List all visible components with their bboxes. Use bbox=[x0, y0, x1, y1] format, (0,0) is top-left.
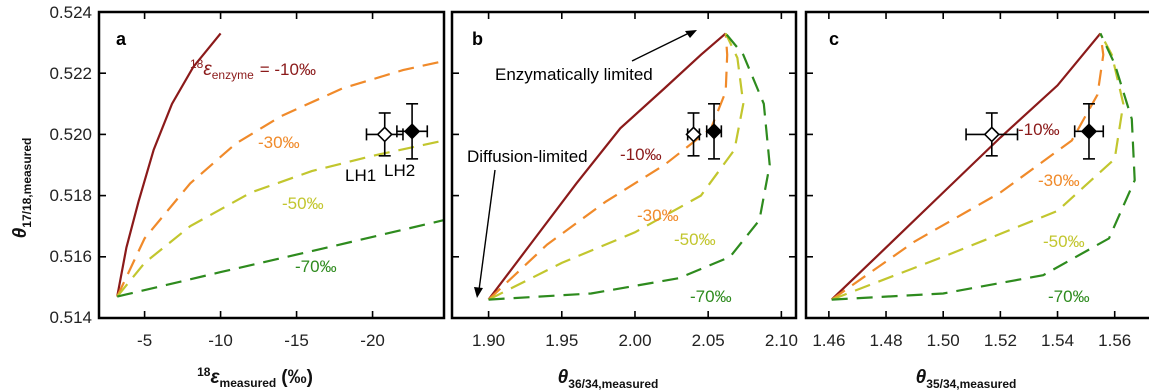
filled-diamond-marker bbox=[1080, 123, 1098, 140]
curve-label-10: -10‰ bbox=[620, 145, 662, 164]
curve-label-50: -50‰ bbox=[674, 230, 716, 249]
enzyme-curve-label: 18εenzyme = -10‰ bbox=[190, 57, 316, 82]
data-point-lh1 bbox=[965, 112, 1019, 157]
curve-label-50: -50‰ bbox=[1043, 232, 1085, 251]
curve-label-30: -30‰ bbox=[258, 133, 300, 152]
filled-diamond-marker bbox=[403, 123, 421, 140]
x-title-subscript: measured bbox=[220, 376, 277, 390]
panel-b-x-tick-labels: 1.90 1.95 2.00 2.05 2.10 bbox=[472, 331, 798, 350]
point-label-lh2: LH2 bbox=[384, 161, 415, 180]
x-tick-label: -10 bbox=[208, 331, 233, 350]
series-line bbox=[116, 59, 445, 298]
series-line bbox=[488, 32, 771, 301]
y-axis-title: θ17/18,measured bbox=[10, 138, 34, 239]
panel-c-x-tick-labels: 1.46 1.48 1.50 1.52 1.54 1.56 bbox=[812, 331, 1131, 350]
series-line bbox=[487, 32, 727, 301]
panel-c-plot-layer bbox=[806, 11, 1136, 319]
x-tick-label: 1.52 bbox=[984, 331, 1017, 350]
y-tick-label: 0.522 bbox=[49, 64, 92, 83]
x-tick-label: 1.90 bbox=[472, 331, 505, 350]
diffusion-arrowhead bbox=[474, 287, 483, 298]
panel-a-letter: a bbox=[116, 29, 127, 49]
diffusion-arrow bbox=[478, 169, 496, 291]
panel-c-x-axis-title: θ35/34,measured bbox=[916, 367, 1017, 391]
x-tick-label: -20 bbox=[360, 331, 385, 350]
x-title-subscript: 35/34,measured bbox=[926, 377, 1016, 391]
point-label-lh1: LH1 bbox=[345, 166, 376, 185]
x-tick-label: -5 bbox=[137, 331, 152, 350]
y-tick-label: 0.514 bbox=[49, 308, 92, 327]
panel-b-frame bbox=[450, 10, 798, 320]
curve-label-30: -30‰ bbox=[637, 206, 679, 225]
series-line bbox=[831, 32, 1125, 301]
data-point-lh2 bbox=[1073, 103, 1105, 160]
panel-b: b 1.90 1.95 2.00 2.05 2.10 θ36/34,measur… bbox=[450, 10, 798, 391]
y-tick-label: 0.516 bbox=[49, 247, 92, 266]
enzyme-superscript: 18 bbox=[190, 57, 204, 71]
y-tick-label: 0.520 bbox=[49, 125, 92, 144]
x-title-superscript: 18 bbox=[197, 365, 211, 379]
panel-b-letter: b bbox=[472, 29, 483, 49]
x-tick-label: 1.46 bbox=[812, 331, 845, 350]
series-line bbox=[487, 33, 729, 301]
x-title-symbol: θ bbox=[916, 367, 927, 388]
series-line bbox=[116, 32, 222, 297]
curve-label-30: -30‰ bbox=[1038, 171, 1080, 190]
open-diamond-marker bbox=[983, 126, 1000, 143]
y-tick-label: 0.524 bbox=[49, 3, 92, 22]
y-tick-labels: 0.524 0.522 0.520 0.518 0.516 0.514 bbox=[49, 3, 92, 327]
x-tick-label: 1.95 bbox=[545, 331, 578, 350]
x-tick-label: 1.56 bbox=[1098, 331, 1131, 350]
panel-a-x-tick-labels: -5 -10 -15 -20 bbox=[137, 331, 385, 350]
series-line bbox=[830, 32, 1102, 301]
series-line bbox=[488, 32, 745, 301]
y-axis-title-subscript: 17/18,measured bbox=[20, 138, 34, 228]
enzyme-symbol: ε bbox=[203, 59, 212, 80]
panel-a-frame bbox=[97, 10, 446, 320]
filled-diamond-marker bbox=[705, 123, 723, 140]
x-tick-label: 2.10 bbox=[765, 331, 798, 350]
enzyme-subscript: enzyme bbox=[212, 68, 254, 82]
enzyme-value: = -10‰ bbox=[260, 60, 316, 79]
panel-a-x-axis-title: 18εmeasured (‰) bbox=[197, 365, 313, 390]
x-title-symbol: θ bbox=[558, 367, 569, 388]
enzymatic-arrowhead bbox=[685, 30, 697, 38]
series-line bbox=[831, 32, 1136, 301]
enzymatic-arrow bbox=[631, 32, 690, 62]
panel-b-x-axis-title: θ36/34,measured bbox=[558, 367, 659, 391]
x-tick-label: 1.48 bbox=[869, 331, 902, 350]
x-tick-label: 2.00 bbox=[618, 331, 651, 350]
curve-label-50: -50‰ bbox=[282, 194, 324, 213]
data-point-lh2 bbox=[396, 103, 429, 160]
panel-a: a -5 -10 -15 -20 18εmeasured (‰) 18εenzym… bbox=[97, 10, 446, 390]
data-point-lh2 bbox=[705, 103, 723, 160]
x-tick-label: 1.54 bbox=[1041, 331, 1074, 350]
panel-b-plot-layer bbox=[452, 11, 796, 319]
x-tick-label: 2.05 bbox=[692, 331, 725, 350]
series-line bbox=[831, 33, 1105, 301]
panel-c: c 1.46 1.48 1.50 1.52 1.54 1.56 θ35/34,m… bbox=[804, 10, 1149, 391]
data-point-lh1 bbox=[685, 112, 702, 157]
curve-label-70: -70‰ bbox=[690, 287, 732, 306]
y-axis-title-symbol: θ bbox=[10, 227, 31, 238]
y-tick-label: 0.518 bbox=[49, 186, 92, 205]
x-tick-label: -15 bbox=[284, 331, 309, 350]
open-diamond-marker bbox=[685, 126, 702, 143]
panel-c-frame bbox=[804, 10, 1149, 320]
diffusion-limited-label: Diffusion-limited bbox=[467, 147, 588, 166]
x-title-subscript: 36/34,measured bbox=[568, 377, 658, 391]
x-tick-label: 1.50 bbox=[927, 331, 960, 350]
series-line bbox=[116, 219, 445, 298]
curve-label-70: -70‰ bbox=[295, 257, 337, 276]
x-title-symbol: ε bbox=[210, 367, 220, 388]
curve-label-70: -70‰ bbox=[1048, 287, 1090, 306]
open-diamond-marker bbox=[376, 126, 393, 143]
curve-label-10: -10‰ bbox=[1018, 120, 1060, 139]
enzymatically-limited-label: Enzymatically limited bbox=[495, 65, 653, 84]
panel-c-letter: c bbox=[829, 29, 839, 49]
x-title-unit: (‰) bbox=[281, 367, 313, 388]
